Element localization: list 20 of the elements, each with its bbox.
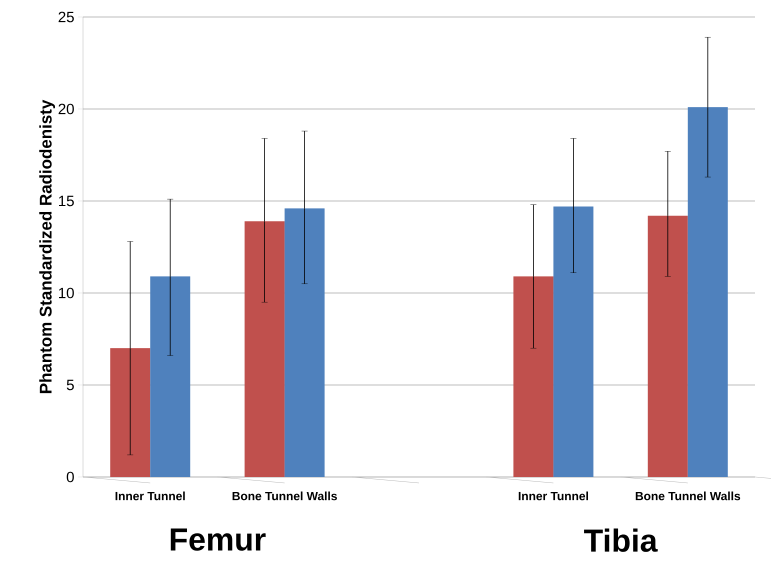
x-tick-label: Bone Tunnel Walls: [636, 492, 740, 500]
bar: [648, 216, 688, 477]
bar: [553, 206, 594, 477]
bar: [688, 107, 728, 477]
x-tick-label: Inner Tunnel: [116, 492, 185, 500]
bar: [244, 221, 285, 477]
x-tick-label: Inner Tunnel: [518, 492, 588, 500]
x-tick-label: Bone Tunnel Walls: [232, 492, 337, 500]
y-tick-label: 15: [59, 196, 74, 206]
y-tick-label: 0: [66, 472, 74, 482]
text: Tibia: [584, 528, 658, 552]
y-tick-label: 10: [59, 288, 74, 298]
text: Femur: [170, 528, 266, 551]
y-axis-title: Phantom Standardized Radiodenisty: [39, 100, 56, 394]
bar: [513, 276, 554, 477]
y-tick-label: 20: [58, 104, 74, 114]
bar: [284, 208, 325, 477]
y-tick-label: 5: [66, 380, 74, 390]
y-tick-label: 25: [58, 12, 74, 22]
bar: [150, 276, 190, 477]
